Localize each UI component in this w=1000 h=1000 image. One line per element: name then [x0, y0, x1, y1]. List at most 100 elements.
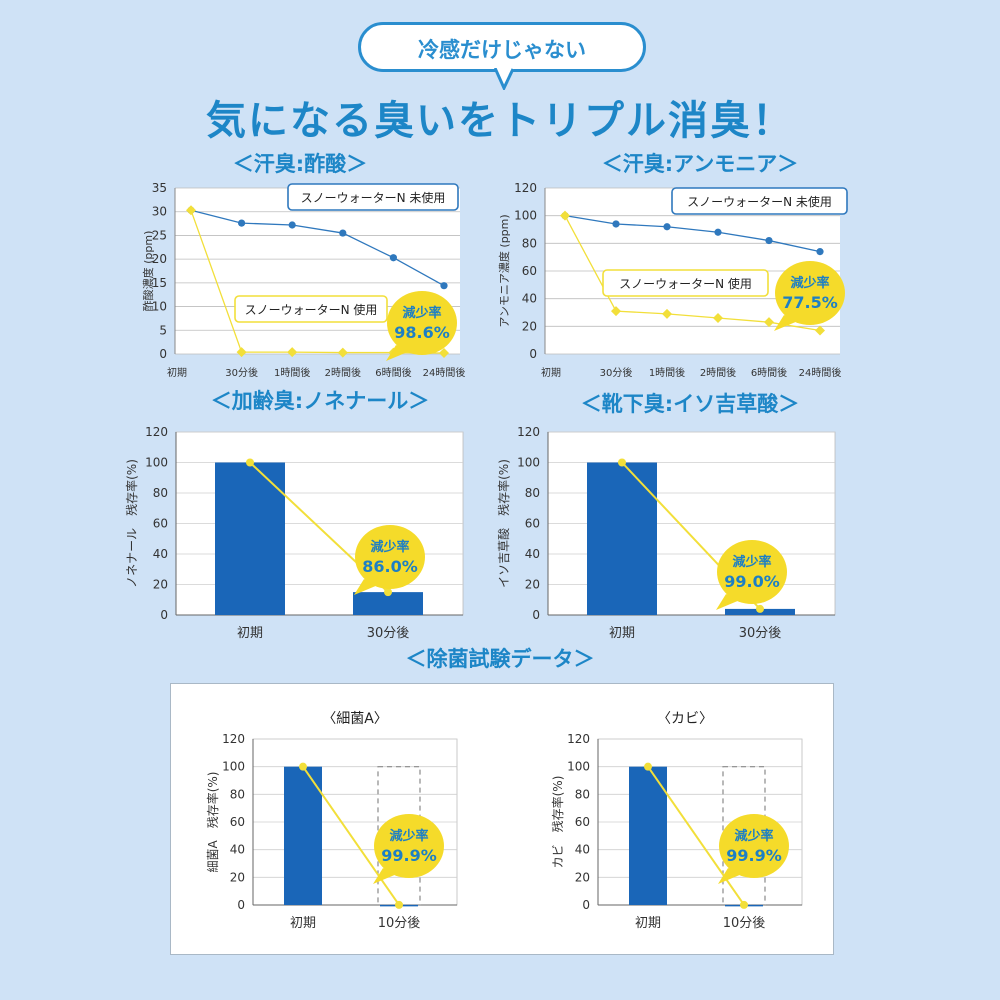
chart-0-ytick-label: 25	[152, 228, 167, 242]
chart-ammonia: 0 20 40 60 80 100 120 アンモニア濃度 (ppm) 初期 30分後 1時間後 2時…	[497, 181, 848, 379]
section-title-bacteria-test: ＜除菌試験データ＞	[405, 647, 595, 671]
chart-5-ytick-label: 20	[575, 870, 590, 884]
chart-mold: 0 20 40 60 80 100 120 カビ 残存率(%) 〈カビ〉初期 10分後 減少率 99.…	[550, 711, 803, 930]
chart-1-ytick-label: 20	[522, 319, 537, 333]
chart-0-legend-label-1: スノーウォーターN 使用	[245, 302, 378, 317]
chart-2-badge-label: 減少率	[370, 539, 409, 555]
chart-0-ytick-label: 20	[152, 252, 167, 266]
chart-0-legend-box-0	[287, 183, 459, 211]
chart-3-ytick-label: 0	[532, 608, 540, 622]
chart-1-xtick-label: 1時間後	[649, 366, 685, 379]
chart-4-ytick-label: 80	[230, 787, 245, 801]
chart-0-ytick-label: 30	[152, 205, 167, 219]
chart-1-badge-value: 77.5%	[782, 293, 838, 312]
chart-0-series-0-point	[339, 229, 347, 237]
chart-4-ytick-label: 120	[222, 732, 245, 746]
chart-5-badge	[719, 814, 789, 878]
chart-1-badge-label: 減少率	[790, 275, 829, 291]
chart-1-ylabel: アンモニア濃度 (ppm)	[497, 214, 511, 327]
chart-1-series-1-point	[815, 325, 825, 336]
chart-5-title: 〈カビ〉	[657, 711, 713, 727]
chart-0-series-1-point	[287, 347, 298, 358]
chart-2-ytick-label: 20	[153, 578, 168, 592]
chart-5-ytick-label: 0	[582, 898, 590, 912]
chart-2-ytick-label: 40	[153, 547, 168, 561]
chart-0-xtick-label: 初期	[167, 366, 187, 379]
chart-0-ylabel: 酢酸濃度 (ppm)	[141, 231, 155, 312]
chart-1-xtick-label: 24時間後	[799, 366, 842, 379]
chart-0-series-1-point	[236, 347, 247, 358]
chart-2-xtick-label: 初期	[237, 626, 263, 641]
chart-5-ytick-label: 100	[567, 760, 590, 774]
chart-0-ytick-label: 35	[152, 181, 167, 195]
chart-2-trend-point	[246, 458, 254, 467]
chart-4-bar	[284, 766, 322, 905]
chart-1-xtick-label: 30分後	[600, 366, 633, 379]
chart-0-xtick-label: 2時間後	[325, 366, 361, 379]
chart-1-xtick-label: 初期	[541, 366, 561, 379]
chart-1-ytick-label: 120	[514, 181, 537, 195]
chart-4-ytick-label: 20	[230, 870, 245, 884]
chart-0-series-0-point	[288, 221, 296, 229]
chart-1-series-0-point	[612, 220, 620, 228]
chart-3-ytick-label: 120	[517, 425, 540, 439]
chart-1-series-1-point	[764, 317, 774, 328]
speech-bubble: 冷感だけじゃない	[358, 22, 646, 72]
chart-1-series-0-point	[714, 228, 722, 236]
chart-5-ytick-label: 60	[575, 815, 590, 829]
chart-isovaleric: 0 20 40 60 80 100 120 イソ吉草酸 残存率(%) 初期 30分後 減少率 99.0…	[496, 425, 836, 641]
chart-3-ytick-label: 60	[525, 517, 540, 531]
chart-5-xtick-label: 初期	[635, 916, 661, 930]
chart-1-series-0-point	[765, 236, 773, 245]
chart-4-ytick-label: 60	[230, 815, 245, 829]
chart-1-series-1-point	[713, 313, 723, 324]
chart-1-ytick-label: 60	[522, 264, 537, 278]
chart-acetic: 0 5 10 15 20 25 30 35 酢酸濃度 (ppm) 初期 30分後 1時間後 2時間後 6時…	[141, 181, 465, 379]
chart-1-ytick-label: 40	[522, 292, 537, 306]
chart-0-xtick-label: 30分後	[225, 366, 258, 379]
chart-2-ytick-label: 60	[153, 517, 168, 531]
chart-2-xtick-label: 30分後	[367, 626, 410, 641]
chart-1-series-0-line	[564, 215, 821, 253]
chart-0-ytick-label: 0	[159, 347, 167, 361]
chart-0-legend-label-0: スノーウォーターN 未使用	[301, 190, 446, 205]
section-title-isovaleric: ＜靴下臭:イソ吉草酸＞	[580, 392, 800, 416]
chart-5-ytick-label: 120	[567, 732, 590, 746]
chart-3-bar	[587, 462, 657, 615]
chart-5-trend-point	[740, 900, 748, 909]
bubble-text: 冷感だけじゃない	[418, 38, 586, 62]
chart-0-series-0-line	[190, 209, 445, 287]
chart-1-xtick-label: 6時間後	[751, 366, 787, 379]
chart-2-badge	[355, 525, 425, 589]
chart-3-ytick-label: 80	[525, 486, 540, 500]
chart-3-xtick-label: 初期	[609, 626, 635, 641]
chart-2-ytick-label: 120	[145, 425, 168, 439]
chart-3-trend-point	[756, 604, 764, 613]
chart-1-series-1-point	[611, 306, 621, 317]
chart-0-xtick-label: 6時間後	[375, 366, 411, 379]
chart-5-ytick-label: 80	[575, 787, 590, 801]
chart-0-ytick-label: 10	[152, 300, 167, 314]
chart-3-ytick-label: 40	[525, 547, 540, 561]
chart-3-ylabel: イソ吉草酸 残存率(%)	[496, 459, 511, 588]
chart-5-xtick-label: 10分後	[723, 916, 766, 930]
chart-4-ytick-label: 40	[230, 843, 245, 857]
chart-0-ytick-label: 5	[159, 323, 167, 337]
chart-5-bar	[629, 766, 667, 905]
chart-0-ytick-label: 15	[152, 276, 167, 290]
chart-2-bar	[353, 592, 423, 615]
chart-0-badge-label: 減少率	[402, 305, 441, 321]
chart-3-badge	[717, 540, 787, 604]
chart-4-trend-point	[299, 762, 307, 771]
chart-0-series-1-point	[186, 205, 196, 216]
chart-0-badge-value: 98.6%	[394, 323, 450, 342]
chart-0-badge	[387, 291, 457, 355]
section-title-nonenal: ＜加齢臭:ノネナール＞	[210, 389, 430, 413]
chart-1-xtick-label: 2時間後	[700, 366, 736, 379]
chart-3-ytick-label: 20	[525, 578, 540, 592]
chart-5-ytick-label: 40	[575, 843, 590, 857]
chart-1-legend-box-0	[671, 187, 848, 215]
chart-nonenal: 0 20 40 60 80 100 120 ノネナール 残存率(%) 初期 30分後 減少率 86.0…	[124, 425, 464, 641]
chart-0-series-0-point	[389, 254, 397, 262]
chart-5-trend-point	[644, 762, 652, 771]
